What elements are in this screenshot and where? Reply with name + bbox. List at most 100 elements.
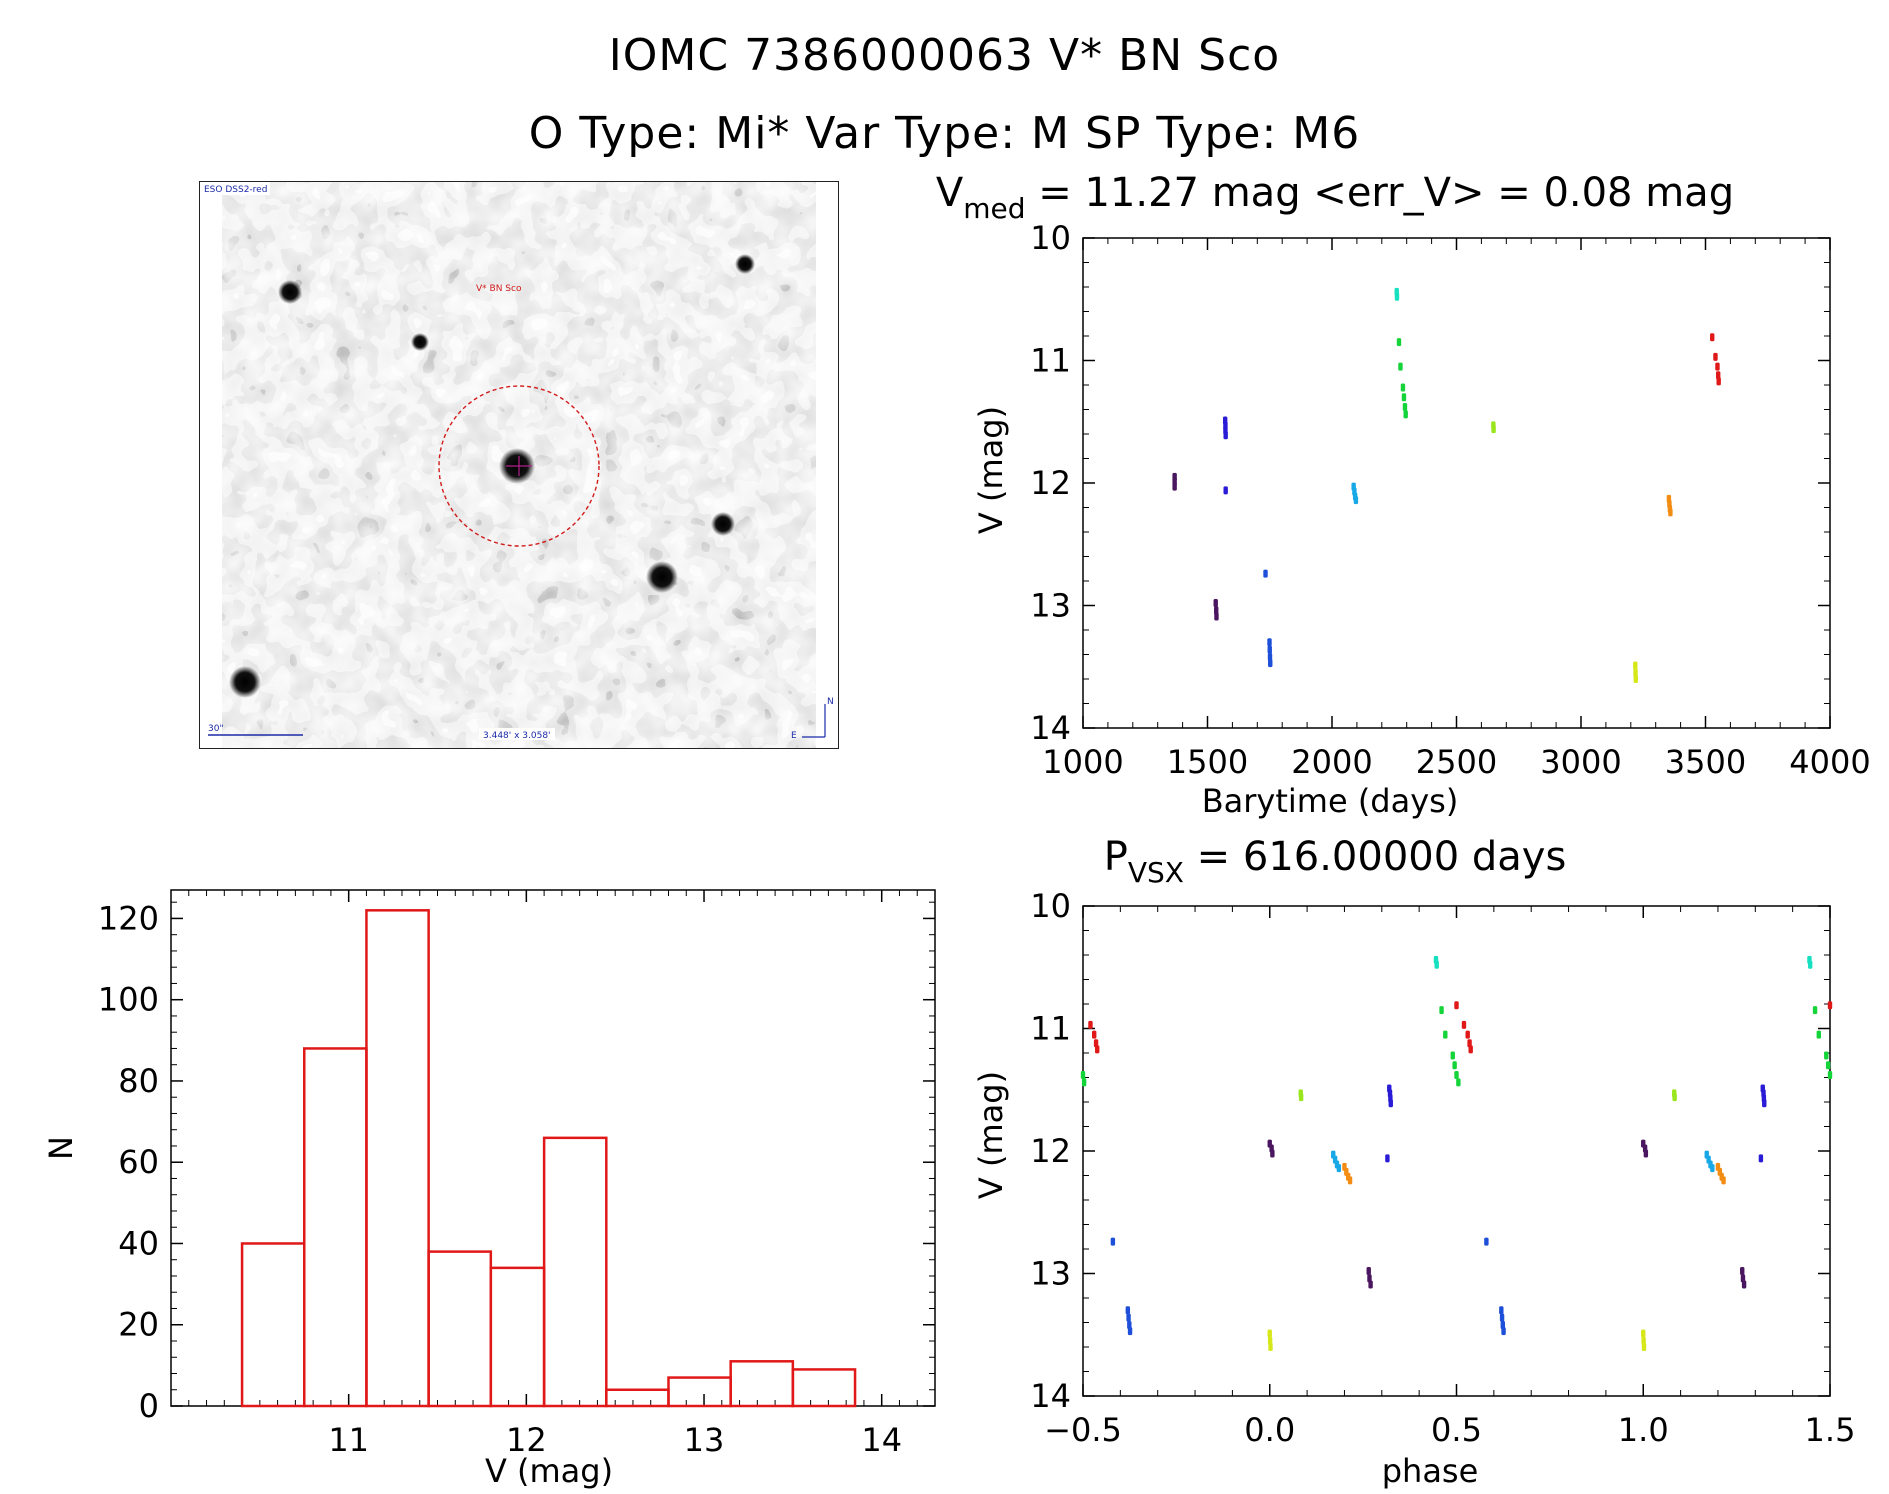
x-tick-label: 13 xyxy=(684,1421,725,1459)
data-point xyxy=(1454,1071,1459,1080)
x-tick-label: 14 xyxy=(861,1421,902,1459)
data-point xyxy=(1127,1320,1132,1329)
data-point xyxy=(1816,1030,1821,1039)
data-point xyxy=(1808,960,1813,969)
data-point xyxy=(1824,1051,1829,1060)
data-point xyxy=(1394,292,1400,301)
data-point xyxy=(1762,1099,1767,1108)
data-point xyxy=(1641,1336,1646,1345)
data-point xyxy=(1740,1274,1746,1283)
y-tick-label: 12 xyxy=(1030,464,1071,502)
data-point xyxy=(1454,1001,1459,1010)
data-point xyxy=(1672,1093,1677,1102)
x-tick-label: 1.0 xyxy=(1618,1411,1669,1449)
data-point xyxy=(1827,1001,1833,1010)
compass-rose xyxy=(802,704,826,738)
phased-y-axis-label: V (mag) xyxy=(972,1071,1010,1199)
histogram-bar xyxy=(542,1136,608,1408)
data-point xyxy=(1385,1154,1390,1163)
histogram-bar xyxy=(791,1368,857,1408)
data-point xyxy=(1268,1343,1273,1351)
histogram-bar xyxy=(427,1250,493,1408)
x-tick-label: 2000 xyxy=(1291,743,1372,781)
y-tick-label: 10 xyxy=(1030,887,1071,925)
x-tick-label: 4000 xyxy=(1789,743,1870,781)
data-point xyxy=(1715,371,1721,380)
x-tick-label: 3500 xyxy=(1665,743,1746,781)
data-point xyxy=(1499,1313,1505,1322)
data-point xyxy=(1468,1045,1473,1054)
data-point xyxy=(1434,960,1439,969)
data-point xyxy=(1080,1071,1086,1080)
data-point xyxy=(1125,1306,1131,1315)
data-point xyxy=(1452,1061,1457,1070)
data-point xyxy=(1172,482,1177,491)
y-tick-label: 13 xyxy=(1030,1255,1071,1293)
histogram-y-axis-label: N xyxy=(42,1136,80,1160)
fov-label: 3.448' x 3.058' xyxy=(483,731,551,741)
data-point xyxy=(1367,1274,1372,1283)
magnitude-histogram: 11 12 13 14 0 20 40 60 80 100 120 V (mag) N xyxy=(42,889,936,1490)
data-point xyxy=(1223,486,1228,495)
data-point xyxy=(1223,431,1228,440)
x-tick-label: 0.0 xyxy=(1244,1411,1295,1449)
x-tick-label: 1500 xyxy=(1167,743,1248,781)
y-tick-label: 12 xyxy=(1030,1132,1071,1170)
compass-east-label: E xyxy=(791,731,797,741)
data-point xyxy=(1388,1099,1393,1108)
data-point xyxy=(1398,362,1403,371)
data-point xyxy=(1641,1329,1646,1338)
data-point xyxy=(1400,383,1406,392)
histogram-bar xyxy=(303,1047,368,1408)
data-point xyxy=(1270,1149,1275,1158)
data-point xyxy=(1484,1237,1489,1246)
plot-frame xyxy=(170,889,936,1407)
data-point xyxy=(1443,1030,1448,1039)
data-point xyxy=(1402,403,1408,412)
y-tick-label: 10 xyxy=(1030,219,1071,257)
y-tick-label: 20 xyxy=(118,1306,159,1344)
figure-title-identifiers: IOMC 7386000063 V* BN Sco xyxy=(608,30,1281,81)
phased-light-curve-chart: PVSX = 616.00000 days −0.5 0.0 0.5 1.0 1.5 10… xyxy=(972,834,1855,1490)
bright-stars xyxy=(229,254,755,698)
y-tick-label: 14 xyxy=(1030,1377,1071,1415)
data-point xyxy=(1267,1329,1272,1338)
y-tick-label: 13 xyxy=(1030,587,1071,625)
data-point xyxy=(1214,612,1219,621)
sky-thumbnail-image: V* BN Sco ESO DSS2-red 30" 3.448' x 3.05… xyxy=(200,182,838,748)
data-point xyxy=(1081,1078,1087,1087)
data-point xyxy=(1716,377,1721,386)
y-tick-label: 100 xyxy=(98,981,159,1019)
x-tick-label: 0.5 xyxy=(1431,1411,1482,1449)
data-point xyxy=(1456,1078,1461,1087)
data-point xyxy=(1110,1237,1116,1246)
x-tick-label: −0.5 xyxy=(1044,1411,1122,1449)
histogram-bar xyxy=(489,1266,546,1408)
data-point xyxy=(1465,1030,1470,1039)
data-point xyxy=(1126,1313,1131,1322)
data-point xyxy=(1710,1164,1715,1173)
data-point xyxy=(1450,1051,1455,1060)
data-point xyxy=(1501,1327,1506,1336)
data-point xyxy=(1499,1306,1504,1315)
x-tick-label: 2500 xyxy=(1416,743,1497,781)
data-point xyxy=(1127,1327,1133,1336)
data-point xyxy=(1633,675,1638,683)
data-point xyxy=(1353,496,1359,505)
y-tick-label: 60 xyxy=(118,1143,159,1181)
data-point xyxy=(1368,1280,1373,1289)
data-point xyxy=(1710,333,1715,342)
target-crosshair xyxy=(506,456,532,476)
data-point xyxy=(1298,1093,1304,1102)
data-point xyxy=(1267,638,1272,647)
data-point xyxy=(1713,352,1718,361)
data-point xyxy=(1461,1020,1467,1029)
sky-thumbnail: V* BN Sco ESO DSS2-red 30" 3.448' x 3.05… xyxy=(199,181,839,749)
plot-frame xyxy=(1082,237,1831,729)
x-tick-label: 12 xyxy=(506,1421,547,1459)
y-tick-label: 80 xyxy=(118,1062,159,1100)
data-point xyxy=(1366,1267,1371,1276)
data-point xyxy=(1758,1154,1764,1163)
data-point xyxy=(1827,1071,1833,1080)
y-tick-label: 40 xyxy=(118,1224,159,1262)
